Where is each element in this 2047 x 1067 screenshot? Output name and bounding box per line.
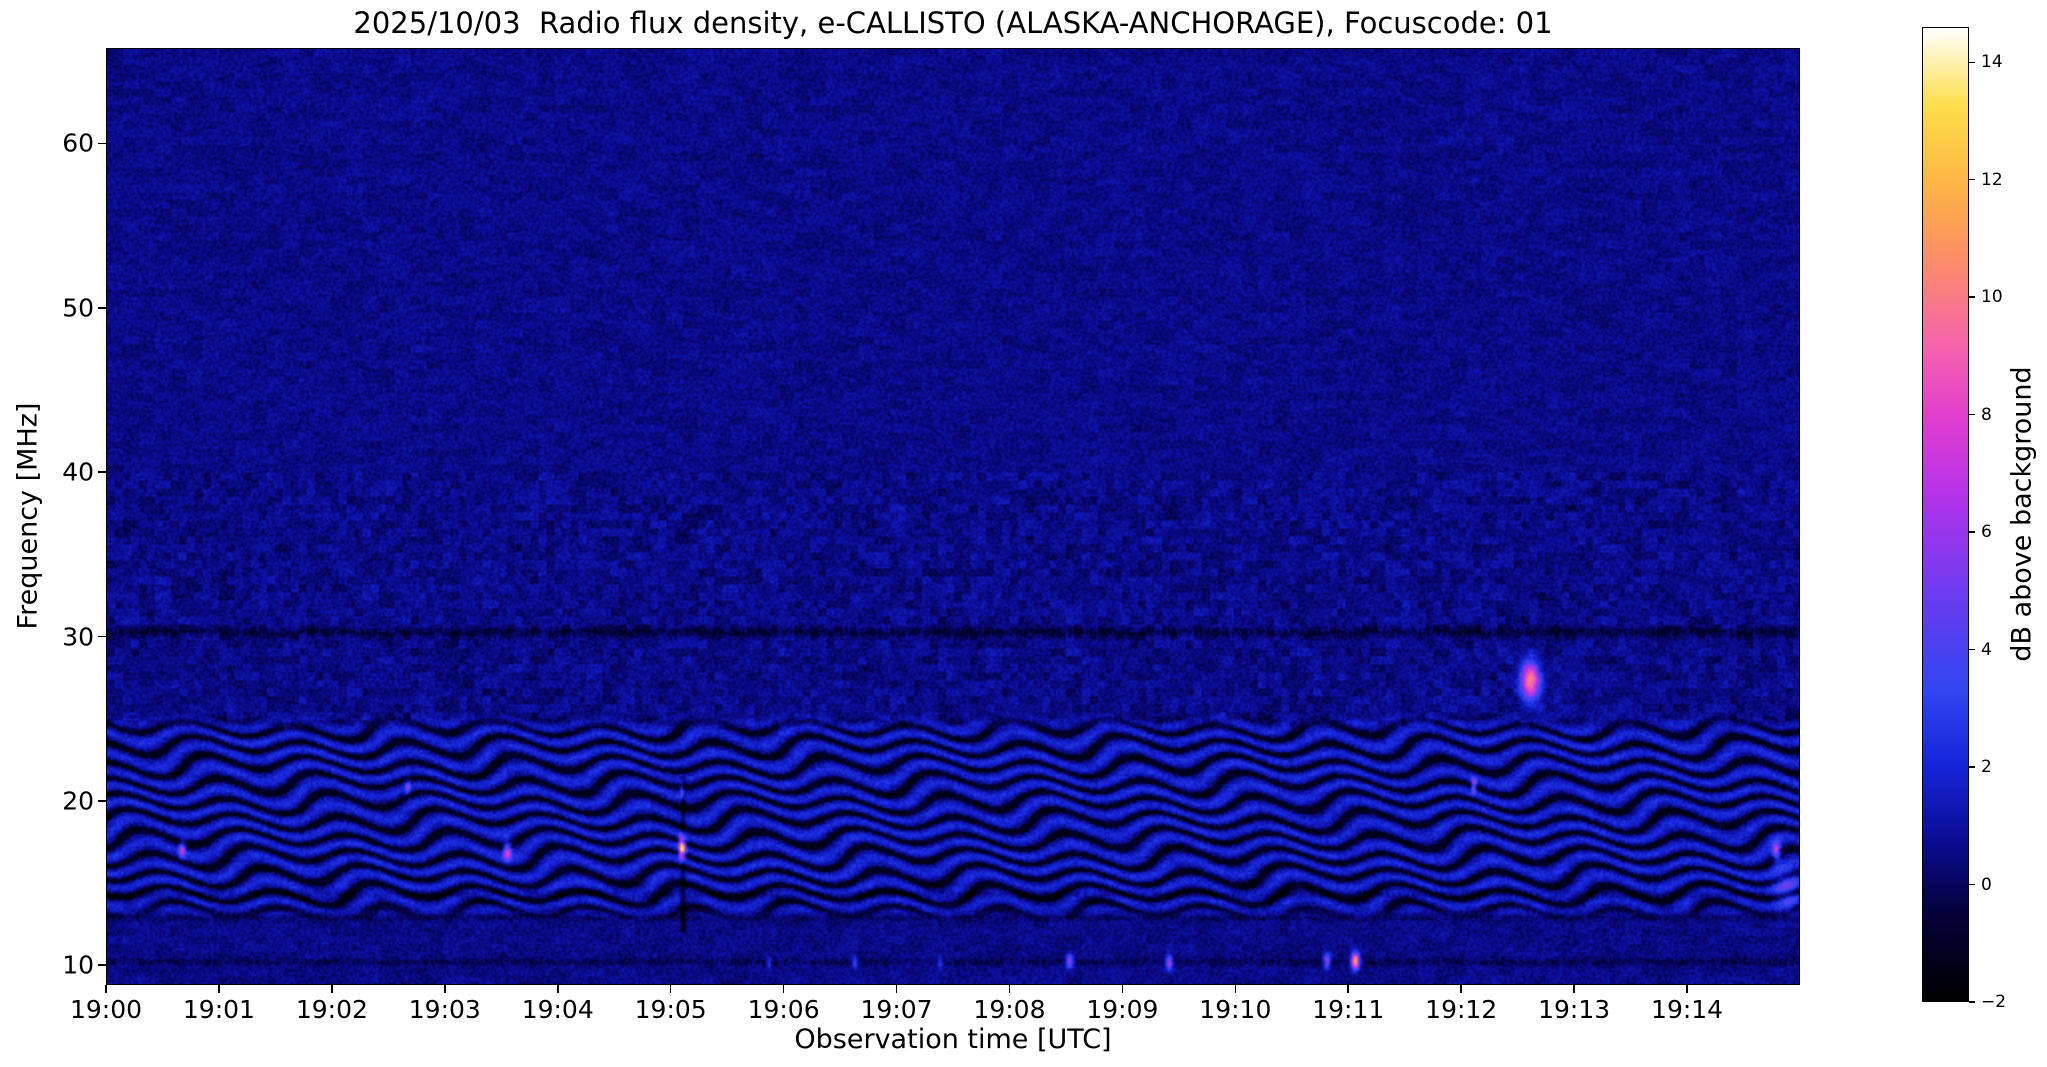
y-tick-mark — [98, 964, 106, 967]
spectrogram-canvas — [107, 49, 1799, 984]
x-tick-mark — [895, 985, 898, 993]
colorbar-tick-mark — [1969, 1001, 1975, 1003]
chart-title: 2025/10/03 Radio flux density, e-CALLIST… — [353, 6, 1553, 40]
x-tick-mark — [1121, 985, 1124, 993]
x-axis-label: Observation time [UTC] — [794, 1024, 1112, 1055]
x-tick-mark — [1460, 985, 1462, 993]
x-tick-mark — [105, 985, 107, 993]
x-tick-mark — [1234, 985, 1237, 993]
y-tick-mark — [98, 306, 106, 309]
colorbar-tick-label: −2 — [1981, 992, 2007, 1012]
y-tick-label: 20 — [62, 786, 94, 816]
y-tick-label: 40 — [62, 457, 94, 487]
x-tick-label: 19:00 — [69, 995, 143, 1024]
x-tick-label: 19:10 — [1199, 995, 1272, 1024]
colorbar-tick-mark — [1969, 531, 1975, 533]
x-tick-label: 19:07 — [860, 995, 933, 1024]
x-tick-mark — [1347, 985, 1350, 993]
x-tick-label: 19:03 — [408, 995, 481, 1024]
colorbar-tick-mark — [1969, 648, 1975, 651]
colorbar-tick-label: 0 — [1981, 874, 1992, 895]
x-tick-label: 19:08 — [973, 995, 1046, 1024]
colorbar-tick-label: 4 — [1981, 639, 1992, 660]
spectrogram-plot — [106, 48, 1800, 985]
x-tick-mark — [556, 985, 559, 993]
x-tick-label: 19:14 — [1651, 995, 1724, 1024]
x-tick-mark — [1573, 985, 1575, 993]
y-tick-label: 60 — [62, 128, 94, 158]
y-tick-mark — [98, 142, 106, 145]
x-tick-mark — [1686, 985, 1688, 993]
colorbar-tick-mark — [1969, 296, 1975, 298]
x-tick-mark — [218, 985, 220, 993]
x-tick-label: 19:01 — [182, 995, 255, 1024]
x-tick-label: 19:02 — [295, 995, 368, 1024]
x-tick-label: 19:06 — [747, 995, 820, 1024]
colorbar-tick-mark — [1969, 61, 1975, 63]
colorbar-tick-mark — [1969, 179, 1975, 181]
colorbar-tick-mark — [1969, 883, 1975, 886]
y-tick-mark — [98, 471, 106, 473]
colorbar — [1922, 27, 1969, 1002]
x-tick-mark — [444, 985, 446, 993]
colorbar-tick-label: 6 — [1981, 522, 1992, 543]
x-tick-label: 19:12 — [1425, 995, 1498, 1024]
x-tick-label: 19:04 — [521, 995, 594, 1024]
y-tick-mark — [98, 635, 106, 638]
colorbar-tick-label: 12 — [1981, 169, 2003, 190]
y-tick-label: 50 — [62, 293, 94, 323]
colorbar-tick-mark — [1969, 766, 1975, 768]
y-tick-mark — [98, 800, 106, 802]
x-tick-mark — [331, 985, 333, 993]
x-tick-label: 19:05 — [634, 995, 707, 1024]
colorbar-tick-label: 2 — [1981, 757, 1992, 778]
x-tick-label: 19:09 — [1086, 995, 1159, 1024]
x-tick-mark — [782, 985, 785, 993]
x-tick-mark — [669, 985, 672, 993]
colorbar-tick-label: 10 — [1981, 287, 2003, 308]
y-axis-label: Frequency [MHz] — [12, 402, 44, 630]
colorbar-tick-label: 14 — [1981, 52, 2003, 73]
colorbar-tick-label: 8 — [1981, 404, 1992, 425]
x-tick-label: 19:13 — [1538, 995, 1611, 1024]
colorbar-gradient — [1923, 28, 1968, 1001]
y-tick-label: 30 — [62, 622, 94, 651]
colorbar-label: dB above background — [2006, 366, 2038, 662]
x-tick-label: 19:11 — [1312, 995, 1385, 1024]
x-tick-mark — [1008, 985, 1011, 993]
y-tick-label: 10 — [62, 950, 94, 980]
colorbar-tick-mark — [1969, 413, 1975, 416]
